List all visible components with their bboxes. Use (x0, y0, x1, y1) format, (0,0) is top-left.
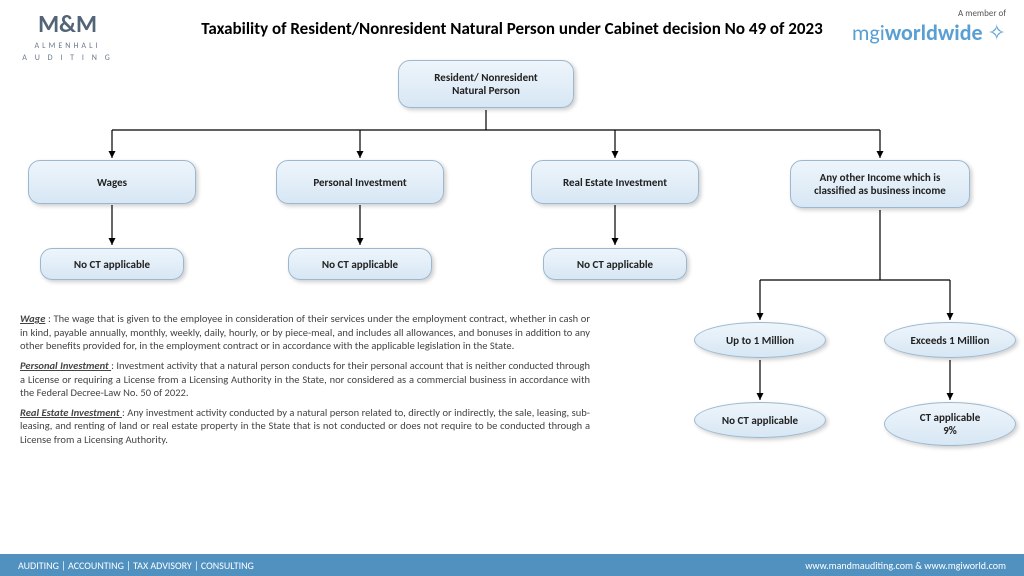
node-exceeds: Exceeds 1 Million (884, 322, 1016, 358)
page-title: Taxability of Resident/Nonresident Natur… (0, 18, 1024, 39)
node-root: Resident/ Nonresident Natural Person (398, 60, 574, 108)
term-wage: Wage (20, 312, 45, 325)
logo-line1: ALMENHALI (20, 41, 115, 51)
node-other: Any other Income which is classified as … (790, 160, 970, 208)
node-noct1: No CT applicable (40, 248, 184, 280)
node-wages: Wages (28, 160, 196, 204)
node-upto: Up to 1 Million (694, 322, 826, 358)
term-re: Real Estate Investment (20, 406, 122, 419)
footer: AUDITING | ACCOUNTING | TAX ADVISORY | C… (0, 554, 1024, 576)
term-pi: Personal Investment (20, 359, 111, 372)
definitions: Wage : The wage that is given to the emp… (20, 312, 590, 453)
logo-line2: A U D I T I N G (20, 53, 115, 63)
text-wage: : The wage that is given to the employee… (20, 312, 590, 352)
node-realestate: Real Estate Investment (531, 160, 699, 204)
node-personal: Personal Investment (276, 160, 444, 204)
footer-right: www.mandmauditing.com & www.mgiworld.com (805, 559, 1006, 572)
node-noct2: No CT applicable (288, 248, 432, 280)
footer-left: AUDITING | ACCOUNTING | TAX ADVISORY | C… (18, 559, 254, 572)
node-noct3: No CT applicable (543, 248, 687, 280)
node-noct4: No CT applicable (694, 402, 826, 438)
node-ct9: CT applicable 9% (884, 402, 1016, 446)
